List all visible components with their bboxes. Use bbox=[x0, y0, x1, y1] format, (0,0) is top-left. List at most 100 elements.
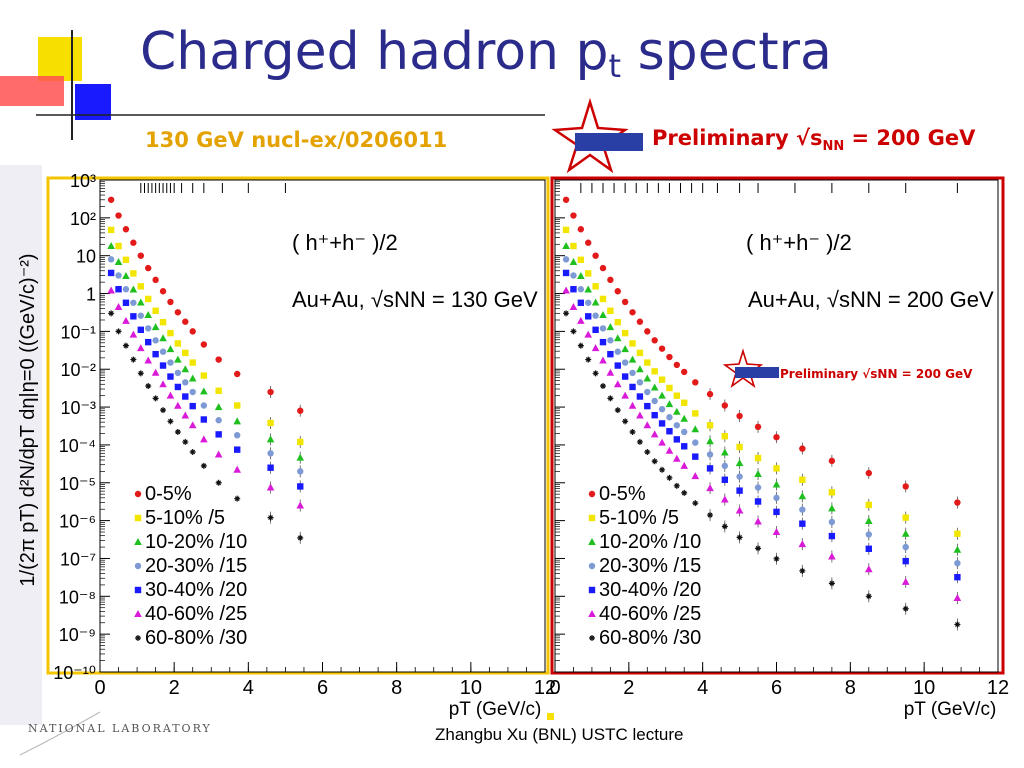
legend-entry: 20-30% /15 bbox=[599, 555, 701, 577]
data-point bbox=[215, 417, 222, 424]
data-point bbox=[707, 512, 714, 519]
data-point bbox=[200, 462, 207, 469]
series-6: 60-80% /30 bbox=[563, 310, 961, 649]
data-point bbox=[591, 344, 600, 352]
data-point bbox=[665, 446, 674, 454]
series-1: 5-10% /5 bbox=[562, 226, 961, 540]
data-point bbox=[692, 500, 699, 507]
data-point bbox=[159, 288, 167, 295]
data-point bbox=[130, 313, 137, 320]
data-point bbox=[666, 474, 673, 481]
x-tick-label: 4 bbox=[243, 677, 254, 699]
data-point bbox=[691, 425, 700, 433]
data-point bbox=[297, 534, 304, 541]
y-tick-label: 10³ bbox=[70, 171, 96, 191]
data-point bbox=[145, 383, 152, 390]
data-point bbox=[681, 399, 688, 406]
y-tick-label: 10⁻⁷ bbox=[60, 549, 96, 569]
data-point bbox=[651, 397, 658, 405]
x-tick-label: 12 bbox=[534, 677, 556, 699]
data-point bbox=[651, 337, 658, 344]
data-point bbox=[736, 443, 743, 451]
data-point bbox=[588, 490, 596, 498]
data-point bbox=[621, 391, 629, 399]
data-point bbox=[644, 328, 651, 335]
data-point bbox=[622, 418, 629, 425]
data-point bbox=[828, 504, 836, 512]
data-point bbox=[828, 457, 836, 465]
x-axis-label: pT (GeV/c) bbox=[449, 699, 542, 720]
data-point bbox=[577, 316, 585, 324]
data-point bbox=[588, 514, 596, 522]
data-point bbox=[644, 388, 651, 396]
data-point bbox=[570, 212, 577, 219]
data-point bbox=[658, 376, 666, 383]
data-point bbox=[182, 438, 189, 445]
legend-entry: 0-5% bbox=[145, 483, 192, 505]
y-tick-label: 10⁻² bbox=[60, 360, 96, 380]
data-point bbox=[200, 372, 208, 379]
data-point bbox=[721, 476, 729, 483]
x-tick-label: 10 bbox=[460, 677, 482, 699]
x-tick-label: 0 bbox=[94, 677, 105, 699]
data-point bbox=[681, 489, 688, 496]
data-point bbox=[692, 439, 699, 446]
data-point bbox=[114, 303, 123, 311]
data-point bbox=[773, 494, 780, 502]
legend-entry: 10-20% /10 bbox=[599, 531, 701, 553]
data-point bbox=[174, 369, 182, 377]
data-point bbox=[754, 498, 762, 505]
data-point bbox=[130, 239, 137, 246]
data-point bbox=[643, 421, 652, 429]
data-point bbox=[628, 401, 637, 409]
chart-frame bbox=[46, 176, 550, 675]
data-point bbox=[137, 370, 144, 377]
preliminary-label: Preliminary √sNN = 200 GeV bbox=[652, 126, 976, 155]
data-point bbox=[189, 328, 196, 335]
data-point bbox=[658, 345, 666, 352]
data-point bbox=[680, 461, 689, 469]
data-point bbox=[570, 272, 577, 279]
data-point bbox=[159, 348, 167, 355]
data-point bbox=[651, 458, 658, 465]
data-point bbox=[107, 256, 115, 263]
data-point bbox=[134, 490, 142, 498]
data-point bbox=[107, 286, 115, 294]
data-point bbox=[122, 272, 130, 280]
data-point bbox=[107, 269, 115, 277]
data-point bbox=[721, 433, 729, 440]
data-point bbox=[755, 545, 762, 552]
data-point bbox=[159, 380, 167, 388]
data-point bbox=[673, 422, 681, 429]
data-point bbox=[145, 338, 152, 346]
data-point bbox=[798, 492, 807, 500]
data-point bbox=[954, 499, 961, 506]
chart-frame bbox=[550, 176, 1005, 675]
data-point bbox=[182, 393, 189, 400]
data-point bbox=[588, 538, 596, 545]
data-point bbox=[174, 401, 182, 409]
data-point bbox=[167, 359, 174, 366]
data-point bbox=[666, 428, 673, 435]
data-point bbox=[666, 414, 673, 421]
data-point bbox=[215, 387, 222, 394]
data-point bbox=[773, 433, 780, 441]
data-point bbox=[643, 374, 652, 382]
data-point bbox=[215, 356, 222, 363]
legend-entry: 0-5% bbox=[599, 483, 646, 505]
data-point bbox=[182, 318, 189, 325]
data-point bbox=[297, 483, 304, 490]
data-point bbox=[134, 562, 142, 570]
data-point bbox=[673, 454, 681, 462]
data-point bbox=[115, 286, 122, 293]
data-point bbox=[692, 410, 699, 417]
data-point bbox=[562, 286, 570, 294]
data-point bbox=[588, 562, 596, 570]
data-point bbox=[629, 340, 636, 347]
data-point bbox=[570, 242, 577, 250]
data-point bbox=[721, 448, 729, 456]
data-point bbox=[130, 356, 137, 363]
data-point bbox=[135, 635, 141, 641]
data-point bbox=[137, 326, 144, 334]
data-point bbox=[584, 330, 593, 338]
